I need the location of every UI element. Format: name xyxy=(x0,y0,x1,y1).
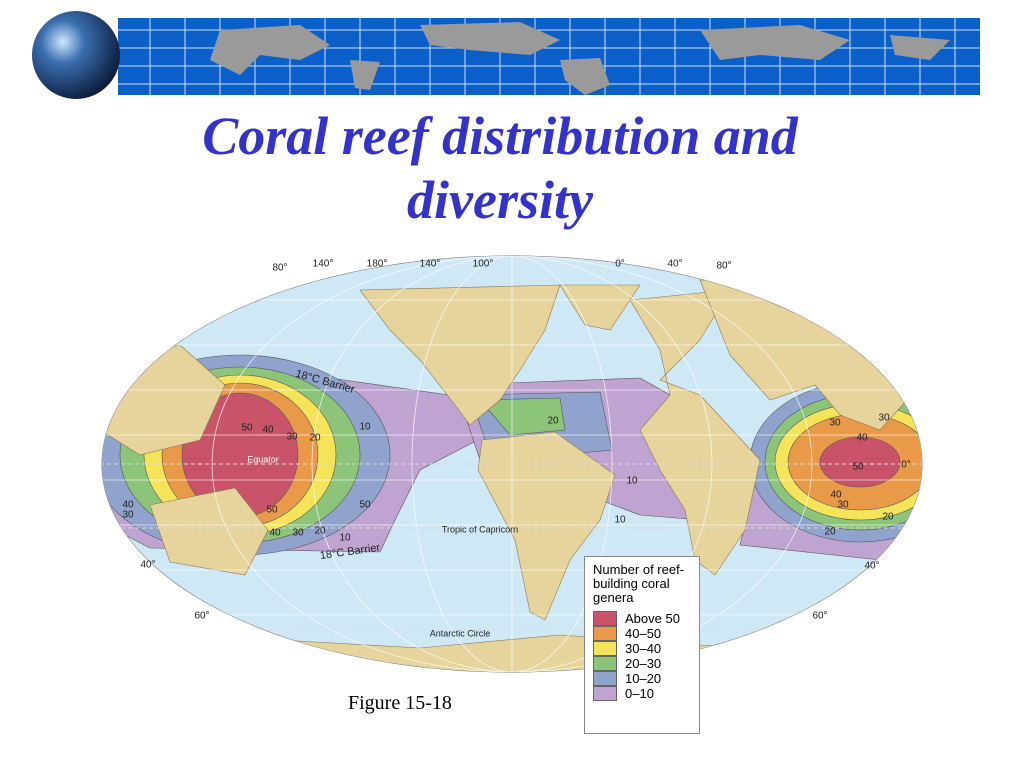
legend-item: 0–10 xyxy=(593,686,691,701)
longitude-label: 80° xyxy=(716,261,731,272)
antarctica xyxy=(102,634,922,672)
legend-title: Number of reef-building coral genera xyxy=(593,562,685,605)
longitude-label: 140° xyxy=(420,259,441,270)
banner-grid xyxy=(118,18,980,95)
legend-item: 30–40 xyxy=(593,641,691,656)
legend: Number of reef-building coral genera Abo… xyxy=(584,556,700,734)
legend-item: 20–30 xyxy=(593,656,691,671)
contour-label: 50 xyxy=(852,462,864,473)
legend-swatch xyxy=(593,626,617,641)
contour-label: 20 xyxy=(314,526,326,537)
legend-swatch xyxy=(593,611,617,626)
contour-label: 30 xyxy=(286,432,298,443)
contour-label: 20 xyxy=(882,512,894,523)
contour-label: 30 xyxy=(878,413,890,424)
longitude-label: 100° xyxy=(473,259,494,270)
legend-label: 30–40 xyxy=(625,641,662,656)
contour-label: 50 xyxy=(241,423,253,434)
longitude-label: 40° xyxy=(667,259,682,270)
legend-label: 0–10 xyxy=(625,686,654,701)
globe xyxy=(32,11,120,99)
latitude-label: 60° xyxy=(194,611,209,622)
legend-item: Above 50 xyxy=(593,611,691,626)
contour-label: 40 xyxy=(262,425,274,436)
legend-swatch xyxy=(593,641,617,656)
legend-item: 40–50 xyxy=(593,626,691,641)
banner-continents xyxy=(210,22,950,95)
contour-label: 20 xyxy=(547,416,559,427)
zone-indian xyxy=(819,436,901,488)
contour-label: 30 xyxy=(837,500,849,511)
zone-atlantic xyxy=(479,397,566,436)
slide-title: Coral reef distribution and diversity xyxy=(202,106,798,230)
europe-africa xyxy=(629,289,761,576)
map-annotation: Equator xyxy=(247,454,279,464)
contour-label: 40 xyxy=(856,433,868,444)
legend-swatch xyxy=(593,671,617,686)
latitude-label: 40° xyxy=(140,560,155,571)
legend-item: 10–20 xyxy=(593,671,691,686)
longitude-label: 140° xyxy=(313,259,334,270)
contour-label: 50 xyxy=(359,500,371,511)
legend-swatch xyxy=(593,656,617,671)
legend-label: Above 50 xyxy=(625,611,680,626)
contour-label: 30 xyxy=(292,528,304,539)
contour-label: 30 xyxy=(829,418,841,429)
contour-label: 40 xyxy=(269,528,281,539)
legend-label: 20–30 xyxy=(625,656,662,671)
contour-label: 10 xyxy=(359,422,371,433)
contour-label: 10 xyxy=(339,533,351,544)
contour-label: 30 xyxy=(122,510,134,521)
latitude-label: 60° xyxy=(812,611,827,622)
legend-swatch xyxy=(593,686,617,701)
map: 80° 140° 180° 140° 100° 0° 40° 80° 40° 60° 0° 40° 60… xyxy=(101,255,923,673)
contour-label: 10 xyxy=(626,476,638,487)
contour-label: 50 xyxy=(266,505,278,516)
longitude-label: 180° xyxy=(367,259,388,270)
figure-caption: Figure 15-18 xyxy=(348,692,452,714)
latitude-label: 40° xyxy=(864,561,879,572)
contour-label: 20 xyxy=(824,527,836,538)
contour-label: 40 xyxy=(122,500,134,511)
longitude-label: 80° xyxy=(272,263,287,274)
longitude-label: 0° xyxy=(615,259,625,270)
contour-label: 40 xyxy=(830,490,842,501)
legend-label: 10–20 xyxy=(625,671,662,686)
map-annotation: Antarctic Circle xyxy=(430,628,491,638)
map-annotation: Tropic of Capricorn xyxy=(442,524,518,534)
legend-label: 40–50 xyxy=(625,626,662,641)
contour-label: 10 xyxy=(614,515,626,526)
australia xyxy=(149,487,269,576)
contour-label: 20 xyxy=(309,433,321,444)
latitude-label: 0° xyxy=(901,460,911,471)
